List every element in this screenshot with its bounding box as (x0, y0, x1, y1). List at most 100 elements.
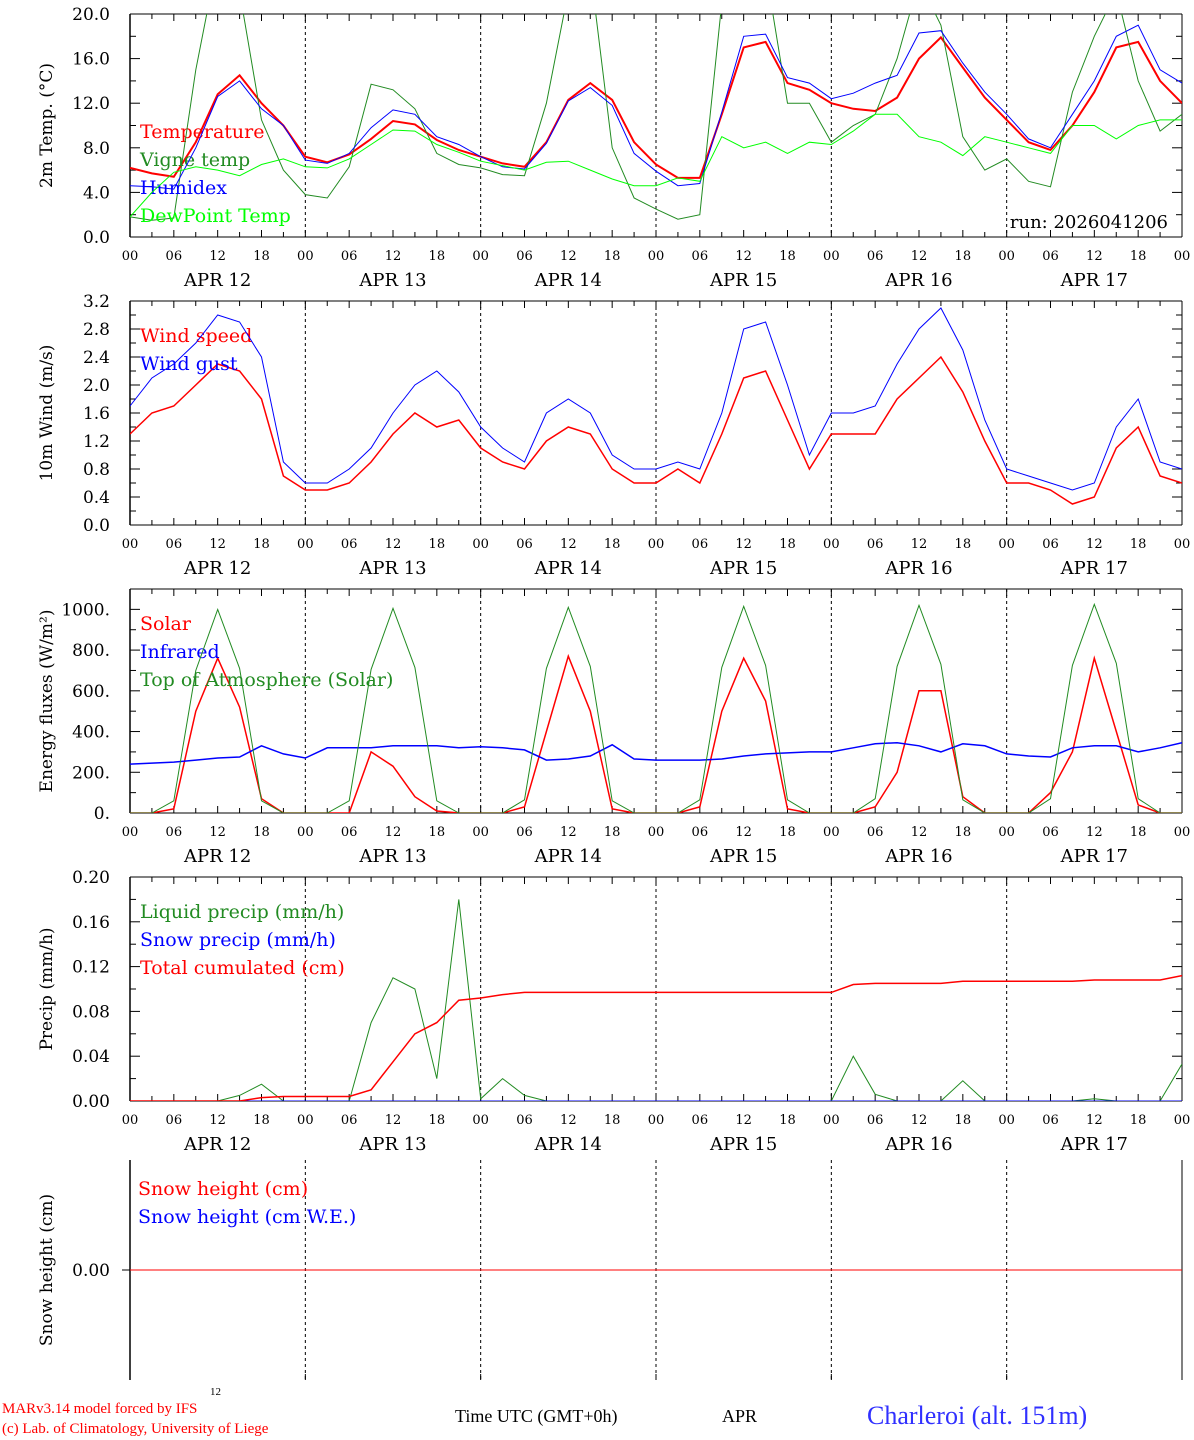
x-hour-label: 12 (209, 249, 226, 264)
series-infrared (130, 741, 1182, 765)
x-hour-label: 12 (560, 537, 577, 552)
panel-wind: 0.0 0.4 0.8 1.2 1.6 2.0 2.4 2.8 3.2 10m Wind (m/s… (37, 292, 1190, 579)
legend-entry: Wind gust (140, 353, 238, 375)
y-tick-label: 0. (94, 804, 110, 824)
x-day-label: APR 14 (534, 846, 602, 867)
x-hour-label: 18 (253, 825, 270, 840)
y-tick-label: 16.0 (72, 50, 110, 70)
x-hour-label: 00 (648, 1113, 665, 1128)
x-hour-label: 06 (692, 537, 709, 552)
y-tick-label: 600. (72, 682, 110, 702)
x-day-label: APR 17 (1060, 846, 1128, 867)
series-dewpoint-temp (130, 113, 1182, 218)
x-hour-label: 00 (648, 537, 665, 552)
y-tick-label: 0.04 (72, 1047, 110, 1067)
y-tick-label: 0.4 (83, 488, 110, 508)
x-hour-label: 00 (1174, 825, 1191, 840)
x-day-label: APR 13 (358, 558, 426, 579)
x-hour-label: 00 (998, 1113, 1015, 1128)
x-hour-label: 12 (911, 1113, 928, 1128)
x-day-label: APR 16 (884, 1134, 952, 1155)
x-hour-label: 00 (472, 825, 489, 840)
x-hour-label: 18 (253, 249, 270, 264)
x-hour-label: 12 (209, 1113, 226, 1128)
x-hour-label: 06 (867, 825, 884, 840)
x-hour-label: 18 (779, 537, 796, 552)
series-humidex (130, 24, 1182, 190)
y-tick-label: 0.00 (72, 1261, 110, 1281)
x-hour-label: 18 (1130, 825, 1147, 840)
x-hour-label: 06 (166, 825, 183, 840)
x-hour-label: 18 (429, 249, 446, 264)
legend-entry: Snow height (cm W.E.) (138, 1206, 356, 1228)
x-hour-label: 18 (955, 249, 972, 264)
x-day-label: APR 14 (534, 558, 602, 579)
x-hour-label: 18 (1130, 1113, 1147, 1128)
x-hour-label: 00 (823, 1113, 840, 1128)
copyright-line: (c) Lab. of Climatology, University of L… (2, 1421, 269, 1437)
x-hour-label: 06 (1042, 249, 1059, 264)
x-hour-label: 00 (297, 537, 314, 552)
x-hour-label: 12 (385, 1113, 402, 1128)
x-hour-label: 00 (648, 825, 665, 840)
x-hour-label: 12 (209, 825, 226, 840)
x-hour-label: 06 (341, 537, 358, 552)
y-tick-label: 0.8 (83, 460, 110, 480)
x-hour-label: 00 (648, 249, 665, 264)
y-tick-label: 1.6 (83, 404, 110, 424)
y-tick-label: 2.8 (83, 320, 110, 340)
legend-entry: Humidex (140, 177, 227, 199)
legend-entry: Total cumulated (cm) (140, 957, 345, 979)
y-axis-label: 2m Temp. (°C) (37, 63, 57, 188)
x-day-label: APR 16 (884, 846, 952, 867)
x-day-label: APR 17 (1060, 1134, 1128, 1155)
y-tick-label: 0.08 (72, 1002, 110, 1022)
y-tick-label: 400. (72, 723, 110, 743)
y-tick-label: 1000. (61, 600, 110, 620)
x-day-label: APR 17 (1060, 558, 1128, 579)
x-hour-label: 06 (867, 249, 884, 264)
small-hour-label: 12 (210, 1386, 221, 1398)
model-credit: MARv3.14 model forced by IFS (c) Lab. of… (2, 1399, 268, 1439)
series-vigne-temp (130, 14, 1182, 221)
y-tick-label: 3.2 (83, 292, 110, 312)
y-tick-label: 8.0 (83, 139, 110, 159)
y-axis-label: Precip (mm/h) (37, 927, 57, 1050)
x-hour-label: 06 (692, 249, 709, 264)
panel-precip: 0.00 0.04 0.08 0.12 0.16 0.20 Precip (mm/h) 00 0… (37, 868, 1190, 1155)
x-hour-label: 18 (429, 1113, 446, 1128)
x-day-label: APR 13 (358, 846, 426, 867)
month-label: APR (722, 1406, 758, 1426)
legend-entry: Snow height (cm) (138, 1178, 308, 1200)
x-hour-label: 12 (1086, 537, 1103, 552)
x-day-label: APR 14 (534, 1134, 602, 1155)
x-hour-label: 18 (1130, 537, 1147, 552)
x-hour-label: 12 (560, 249, 577, 264)
x-hour-label: 12 (1086, 825, 1103, 840)
x-hour-label: 18 (429, 825, 446, 840)
x-hour-label: 06 (516, 249, 533, 264)
y-tick-label: 2.4 (83, 348, 110, 368)
x-hour-label: 18 (779, 1113, 796, 1128)
x-hour-label: 00 (1174, 1113, 1191, 1128)
x-hour-label: 00 (998, 537, 1015, 552)
x-hour-label: 00 (297, 825, 314, 840)
x-hour-label: 00 (823, 825, 840, 840)
x-hour-label: 00 (122, 1113, 139, 1128)
y-tick-label: 1.2 (83, 432, 110, 452)
x-hour-label: 06 (166, 249, 183, 264)
x-hour-label: 12 (560, 825, 577, 840)
y-tick-label: 0.0 (83, 228, 110, 248)
x-hour-label: 18 (955, 537, 972, 552)
x-day-label: APR 13 (358, 1134, 426, 1155)
station-label: Charleroi (alt. 151m) (867, 1401, 1088, 1430)
x-hour-label: 00 (122, 249, 139, 264)
x-day-label: APR 12 (183, 846, 251, 867)
y-tick-label: 2.0 (83, 376, 110, 396)
y-tick-label: 0.00 (72, 1092, 110, 1112)
legend-entry: Snow precip (mm/h) (140, 929, 336, 951)
x-hour-label: 00 (122, 825, 139, 840)
y-tick-label: 200. (72, 763, 110, 783)
x-hour-label: 00 (998, 249, 1015, 264)
